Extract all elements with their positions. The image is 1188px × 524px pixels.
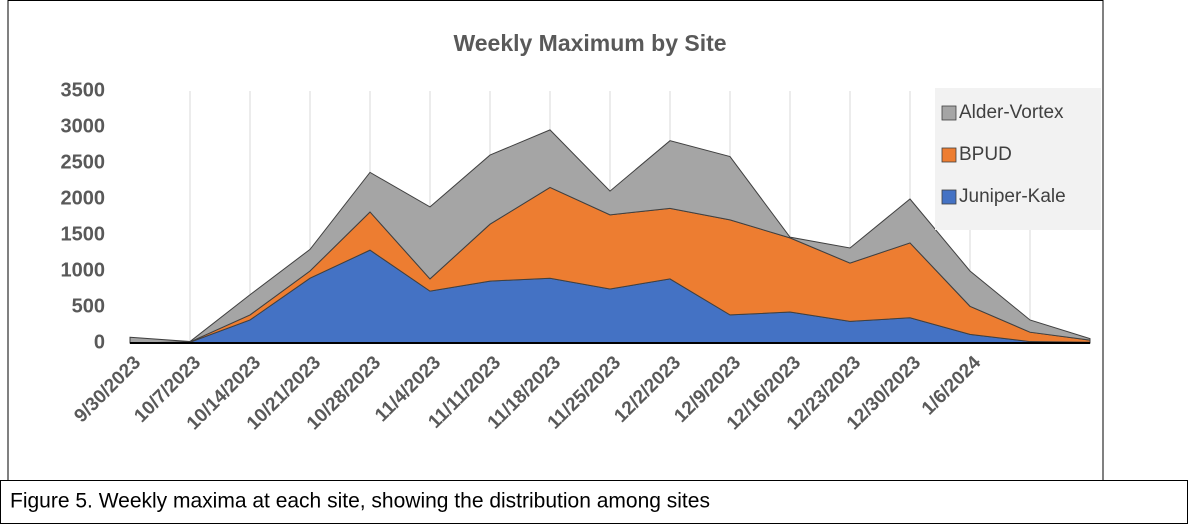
- legend: Alder-Vortex BPUD Juniper-Kale: [935, 88, 1101, 230]
- legend-label: Juniper-Kale: [959, 186, 1066, 207]
- plot: 05001000150020002500300035009/30/202310/…: [61, 79, 1101, 434]
- area: [129, 129, 1091, 344]
- legend-box: [935, 88, 1101, 230]
- y-tick-label: 500: [72, 295, 105, 317]
- y-tick-label: 2000: [61, 187, 106, 209]
- y-tick-label: 1500: [61, 223, 106, 245]
- legend-label: BPUD: [959, 144, 1012, 165]
- legend-swatch: [941, 147, 957, 163]
- caption: Figure 5. Weekly maxima at each site, sh…: [10, 490, 710, 513]
- y-tick-label: 2500: [61, 151, 106, 173]
- y-tick-label: 3000: [61, 115, 106, 137]
- legend-swatch: [941, 189, 957, 205]
- legend-label: Alder-Vortex: [959, 102, 1064, 123]
- legend-swatch: [941, 105, 957, 121]
- y-tick-label: 1000: [61, 259, 106, 281]
- y-tick-label: 3500: [61, 79, 106, 101]
- y-tick-label: 0: [94, 331, 105, 353]
- chart-title: Weekly Maximum by Site: [453, 30, 726, 56]
